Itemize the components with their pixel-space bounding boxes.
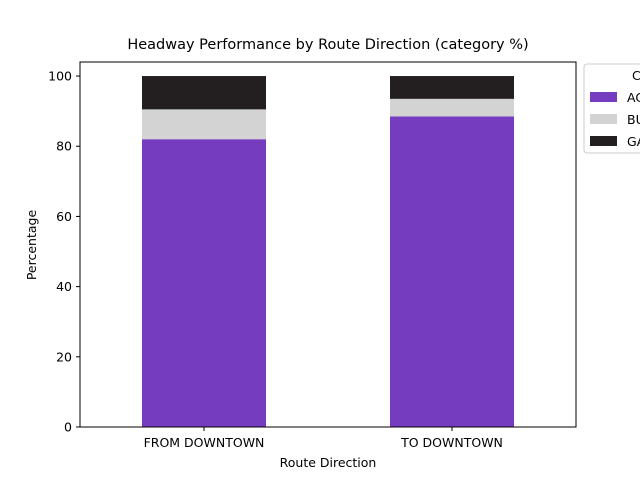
bar-ga-1 — [390, 76, 514, 99]
chart-title: Headway Performance by Route Direction (… — [127, 37, 528, 53]
bar-bu-1 — [390, 98, 514, 117]
x-tick-label-0: FROM DOWNTOWN — [144, 435, 265, 450]
legend-swatch-ac — [590, 92, 617, 102]
bar-ac-1 — [390, 116, 514, 427]
legend: C AC BU GA — [583, 63, 640, 154]
y-tick-label-2: 40 — [56, 279, 72, 294]
x-axis-label: Route Direction — [280, 455, 377, 470]
plot-area: 0 20 40 60 80 100 FROM DOWNTOWN TO DOWNTOWN — [48, 61, 577, 450]
x-tick-label-1: TO DOWNTOWN — [400, 435, 503, 450]
y-tick-label-1: 20 — [56, 349, 72, 364]
legend-swatch-bu — [590, 114, 617, 124]
bar-bu-0 — [142, 109, 266, 140]
legend-label-bu: BU — [627, 112, 640, 127]
legend-title: C — [632, 68, 640, 83]
y-tick-label-5: 100 — [48, 69, 72, 84]
legend-swatch-ga — [590, 136, 617, 146]
y-tick-label-3: 60 — [56, 209, 72, 224]
y-axis-label: Percentage — [24, 210, 39, 281]
legend-label-ac: AC — [627, 90, 640, 105]
legend-label-ga: GA — [627, 134, 640, 149]
y-tick-label-4: 80 — [56, 139, 72, 154]
y-tick-label-0: 0 — [64, 420, 72, 435]
plot-frame — [79, 61, 577, 428]
legend-box — [583, 63, 640, 154]
bar-ga-0 — [142, 76, 266, 110]
bar-ac-0 — [142, 139, 266, 427]
